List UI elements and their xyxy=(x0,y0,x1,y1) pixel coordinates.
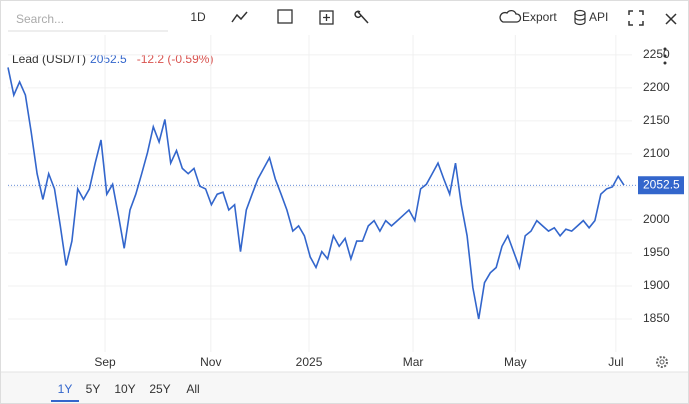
export-button[interactable]: Export xyxy=(522,10,557,24)
last-value-tag: 2052.5 xyxy=(643,177,680,191)
price-line xyxy=(7,67,625,320)
settings-gear[interactable] xyxy=(656,356,668,368)
range-bar xyxy=(1,372,688,403)
y-tick-label: 1850 xyxy=(643,311,670,325)
range-button[interactable]: 1Y xyxy=(58,382,73,396)
instrument-name: Lead (USD/T) xyxy=(12,52,86,66)
y-tick-label: 1900 xyxy=(643,278,670,292)
x-tick-label: Sep xyxy=(94,355,116,369)
y-tick-label: 2200 xyxy=(643,80,670,94)
menu-icon[interactable] xyxy=(663,47,667,65)
x-tick-label: 2025 xyxy=(296,355,323,369)
x-tick-label: May xyxy=(504,355,527,369)
x-tick-label: Jul xyxy=(608,355,623,369)
fullscreen-icon[interactable] xyxy=(628,10,644,26)
y-tick-label: 2100 xyxy=(643,146,670,160)
chart-type-icon[interactable] xyxy=(231,11,248,23)
search-box[interactable] xyxy=(8,5,168,31)
export-icon[interactable] xyxy=(499,9,522,23)
calendar-icon[interactable] xyxy=(277,9,293,24)
change: -12.2 (-0.59%) xyxy=(137,52,214,66)
range-button[interactable]: 25Y xyxy=(149,382,170,396)
y-tick-label: 2150 xyxy=(643,113,670,127)
x-tick-label: Mar xyxy=(403,355,424,369)
y-tick-label: 1950 xyxy=(643,245,670,259)
api-button[interactable]: API xyxy=(589,10,608,24)
y-tick-label: 2000 xyxy=(643,212,670,226)
last-value-tag-bg xyxy=(638,176,684,195)
y-tick-label: 2250 xyxy=(643,47,670,61)
interval-button[interactable]: 1D xyxy=(190,10,206,24)
x-tick-label: Nov xyxy=(200,355,221,369)
add-icon-plus xyxy=(323,14,330,21)
collapse-icon[interactable] xyxy=(665,13,677,25)
settings-tool-icon[interactable] xyxy=(354,10,369,24)
last-value: 2052.5 xyxy=(90,52,127,66)
range-button[interactable]: 5Y xyxy=(86,382,101,396)
api-icon-body xyxy=(574,13,586,26)
search-placeholder[interactable]: Search... xyxy=(16,12,64,26)
add-icon[interactable] xyxy=(319,10,334,25)
range-button[interactable]: All xyxy=(186,382,199,396)
range-button[interactable]: 10Y xyxy=(114,382,135,396)
